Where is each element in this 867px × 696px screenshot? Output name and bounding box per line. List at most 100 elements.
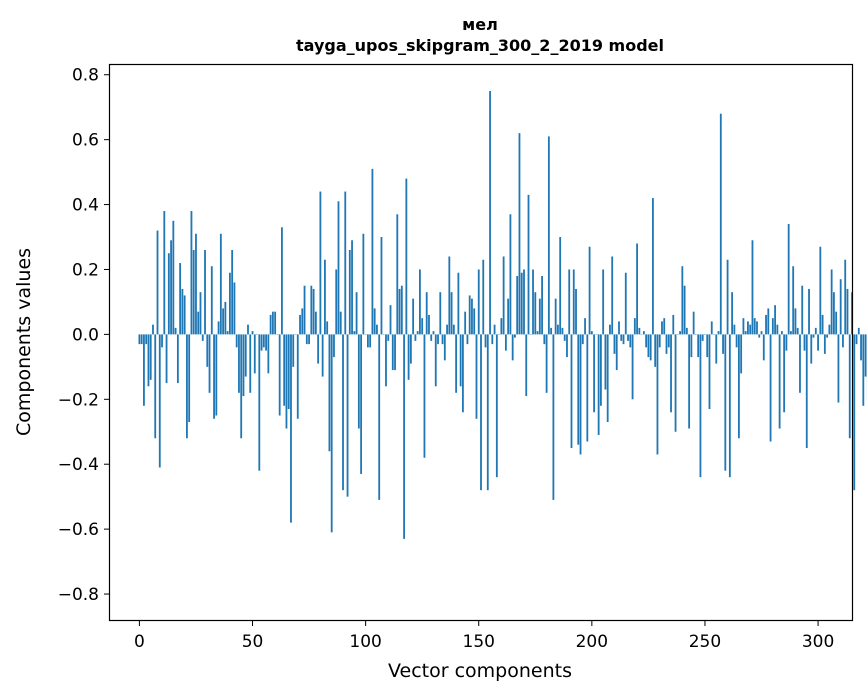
bar-227 xyxy=(652,198,654,335)
bar-118 xyxy=(405,178,408,335)
bar-38 xyxy=(224,301,227,335)
x-tick-label-150: 150 xyxy=(463,632,495,652)
bar-139 xyxy=(452,324,455,335)
bar-263 xyxy=(733,324,736,335)
bar-10 xyxy=(161,334,163,348)
bar-176 xyxy=(536,331,539,335)
bar-37 xyxy=(222,308,225,335)
bar-25 xyxy=(195,233,197,335)
x-tick-label-200: 200 xyxy=(576,632,608,652)
bar-172 xyxy=(527,194,530,335)
bar-295 xyxy=(805,334,808,448)
y-tick-label-7: 0.6 xyxy=(72,131,99,151)
bar-87 xyxy=(335,269,338,335)
bar-66 xyxy=(287,334,290,410)
bar-273 xyxy=(756,321,758,335)
bar-102 xyxy=(369,334,372,348)
bar-210 xyxy=(613,334,616,354)
bar-234 xyxy=(667,334,670,348)
bar-150 xyxy=(477,269,480,335)
bar-294 xyxy=(803,334,806,351)
bar-167 xyxy=(516,275,519,335)
bar-229 xyxy=(656,334,659,455)
bar-245 xyxy=(692,311,695,335)
bar-281 xyxy=(774,305,776,335)
bar-135 xyxy=(443,334,446,361)
bar-11 xyxy=(163,211,166,335)
bar-12 xyxy=(165,334,168,384)
bar-164 xyxy=(509,214,512,335)
bar-64 xyxy=(283,334,286,406)
bar-92 xyxy=(346,334,349,497)
bar-26 xyxy=(197,311,200,335)
bar-220 xyxy=(636,243,638,335)
bar-261 xyxy=(728,334,731,478)
bar-47 xyxy=(244,334,247,377)
bar-28 xyxy=(201,334,204,341)
bar-305 xyxy=(828,324,831,335)
bar-177 xyxy=(538,298,541,335)
bar-161 xyxy=(502,256,505,335)
bar-109 xyxy=(385,334,387,387)
bar-284 xyxy=(780,331,783,335)
bar-301 xyxy=(819,246,822,335)
bar-196 xyxy=(581,334,584,345)
bar-43 xyxy=(235,334,238,348)
bar-24 xyxy=(192,250,195,335)
bar-209 xyxy=(611,256,614,335)
bar-75 xyxy=(308,334,310,345)
bar-278 xyxy=(767,308,770,335)
bar-156 xyxy=(491,334,494,345)
bar-85 xyxy=(330,334,333,533)
bar-309 xyxy=(837,334,840,403)
bar-244 xyxy=(690,334,693,358)
bar-0 xyxy=(138,334,141,345)
bar-306 xyxy=(830,269,833,335)
x-axis-label: Vector components xyxy=(388,660,572,682)
bar-138 xyxy=(450,292,453,335)
bar-293 xyxy=(801,285,804,335)
bar-225 xyxy=(647,334,650,358)
bar-207 xyxy=(606,334,609,423)
bar-142 xyxy=(459,334,462,387)
bar-239 xyxy=(679,331,681,335)
bar-314 xyxy=(848,334,851,439)
bar-33 xyxy=(213,334,215,419)
bar-259 xyxy=(724,334,727,471)
bar-113 xyxy=(394,334,396,371)
bar-117 xyxy=(403,334,405,539)
bar-154 xyxy=(486,334,489,491)
bar-54 xyxy=(260,334,263,351)
bar-133 xyxy=(439,292,442,335)
bar-298 xyxy=(812,334,815,338)
bar-34 xyxy=(215,334,218,416)
bar-274 xyxy=(758,334,761,338)
bar-242 xyxy=(685,327,688,335)
x-tick-label-0: 0 xyxy=(134,632,145,652)
bar-296 xyxy=(808,288,810,335)
bar-115 xyxy=(398,288,401,335)
bar-89 xyxy=(339,311,342,335)
bar-311 xyxy=(842,334,844,348)
bar-119 xyxy=(407,334,410,380)
bar-160 xyxy=(500,318,503,335)
bar-191 xyxy=(570,334,573,448)
bar-302 xyxy=(821,314,824,335)
bar-264 xyxy=(735,334,738,348)
bar-40 xyxy=(228,272,231,335)
bar-16 xyxy=(174,327,177,335)
bar-58 xyxy=(269,314,272,335)
bar-251 xyxy=(706,334,709,358)
bar-101 xyxy=(366,334,369,348)
bar-74 xyxy=(305,334,308,345)
bar-312 xyxy=(844,259,847,335)
bar-114 xyxy=(396,214,399,335)
bar-29 xyxy=(204,250,206,335)
bar-71 xyxy=(299,314,301,335)
bar-158 xyxy=(495,334,498,478)
bar-170 xyxy=(523,269,525,335)
bar-275 xyxy=(760,331,763,335)
x-tick-label-100: 100 xyxy=(349,632,381,652)
